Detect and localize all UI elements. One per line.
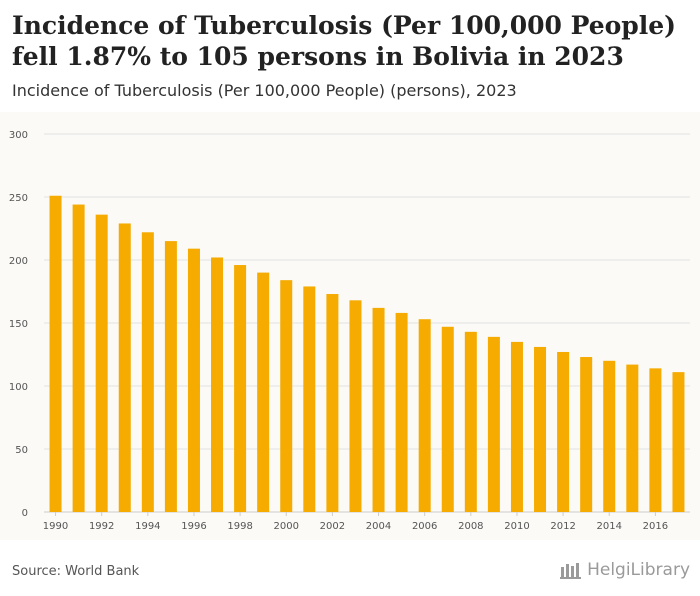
bar-2014: [603, 360, 616, 512]
chart-subtitle: Incidence of Tuberculosis (Per 100,000 P…: [12, 81, 517, 100]
bar-1994: [141, 232, 154, 512]
x-tick-label: 2004: [366, 521, 391, 532]
bar-chart: 0 50 100 150 200 250 300 1990 1992 1994 1996 1998 20…: [9, 130, 690, 532]
bar-1992: [95, 214, 108, 512]
x-tick-label: 1994: [135, 521, 160, 532]
y-tick-label: 50: [15, 445, 28, 456]
bar-1998: [234, 265, 247, 512]
bar-2009: [487, 336, 500, 512]
chart-panel: 0 50 100 150 200 250 300 1990 1992 1994 1996 1998 20…: [0, 112, 700, 540]
bar-2003: [349, 300, 362, 512]
y-tick-label: 150: [9, 319, 28, 330]
bar-1990: [49, 195, 62, 512]
brand-logo[interactable]: HelgiLibrary: [560, 560, 690, 580]
x-tick-label: 2012: [550, 521, 575, 532]
x-tick-label: 1992: [89, 521, 114, 532]
bar-2004: [372, 307, 385, 512]
x-tick-label: 2002: [320, 521, 345, 532]
bar-2012: [557, 351, 570, 512]
x-tick-label: 2016: [643, 521, 668, 532]
bar-2006: [418, 319, 431, 512]
x-tick-label: 1996: [181, 521, 206, 532]
bar-1995: [164, 241, 177, 512]
x-tick-label: 2014: [597, 521, 622, 532]
x-tick-label: 2000: [274, 521, 299, 532]
bar-1991: [72, 204, 85, 512]
y-tick-label: 200: [9, 256, 28, 267]
x-tick-label: 2010: [504, 521, 529, 532]
bar-2013: [580, 357, 593, 512]
y-tick-label: 0: [22, 508, 28, 519]
bar-2007: [441, 326, 454, 512]
chart-title: Incidence of Tuberculosis (Per 100,000 P…: [12, 11, 677, 71]
bar-2000: [280, 280, 293, 512]
bar-2010: [510, 341, 523, 512]
footer: Source: World Bank HelgiLibrary: [0, 540, 700, 596]
x-tick-label: 2008: [458, 521, 483, 532]
y-tick-label: 100: [9, 382, 28, 393]
x-tick-label: 1998: [227, 521, 252, 532]
library-icon: [560, 563, 582, 579]
bar-2017: [672, 372, 685, 512]
bar-2015: [626, 364, 639, 512]
x-tick-label: 1990: [43, 521, 68, 532]
bar-1996: [187, 248, 200, 512]
bar-2011: [534, 346, 547, 512]
bar-2005: [395, 312, 408, 512]
bar-1999: [257, 272, 270, 512]
bar-2001: [303, 286, 316, 512]
bar-2002: [326, 294, 339, 512]
bar-2008: [464, 331, 477, 512]
bar-1997: [211, 257, 224, 512]
bar-2016: [649, 368, 662, 512]
y-tick-label: 300: [9, 130, 28, 141]
bar-1993: [118, 223, 131, 512]
brand-name: HelgiLibrary: [587, 560, 690, 580]
x-tick-label: 2006: [412, 521, 437, 532]
source-label: Source: World Bank: [12, 564, 140, 579]
y-tick-label: 250: [9, 193, 28, 204]
